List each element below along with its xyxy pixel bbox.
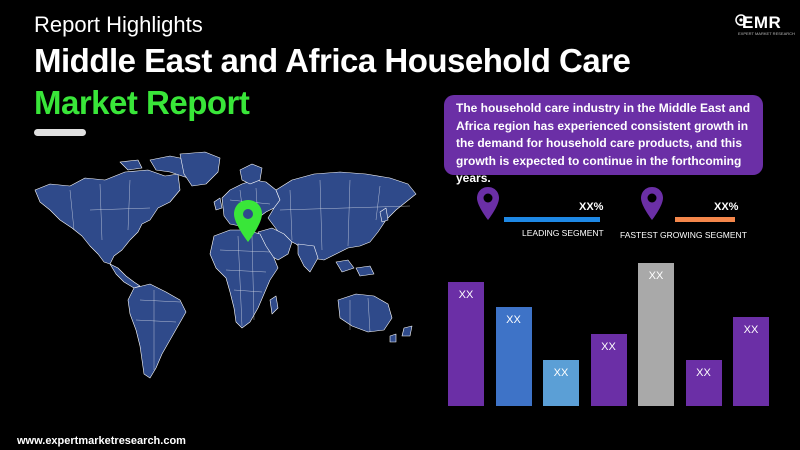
- report-title-line1: Middle East and Africa Household Care: [34, 42, 631, 79]
- logo-subtext: EXPERT MARKET RESEARCH: [738, 31, 795, 36]
- leading-segment-label: LEADING SEGMENT: [522, 228, 604, 238]
- logo-text: EMR: [742, 13, 782, 32]
- chart-bar: XX: [543, 360, 579, 406]
- chart-bar: XX: [685, 360, 722, 406]
- chart-bar-label: XX: [696, 367, 711, 379]
- report-highlights-label: Report Highlights: [34, 12, 203, 37]
- leading-segment-value: XX%: [579, 201, 604, 213]
- report-title-line2: Market Report: [34, 84, 250, 121]
- description-text: The household care industry in the Middl…: [456, 101, 751, 186]
- fastest-segment-value: XX%: [714, 201, 739, 213]
- leading-segment-bar: [504, 217, 600, 222]
- fastest-segment-bar: [675, 217, 735, 222]
- location-pin-icon: [641, 187, 663, 220]
- chart-bar-label: XX: [601, 341, 616, 353]
- description-box: The household care industry in the Middl…: [444, 95, 763, 185]
- chart-bar-label: XX: [506, 314, 521, 326]
- map-australia: [337, 293, 393, 333]
- map-north-america: [34, 169, 181, 265]
- map-greenland: [179, 151, 221, 187]
- chart-bar: XX: [495, 307, 532, 406]
- chart-bar: XX: [638, 263, 674, 406]
- chart-bar-label: XX: [648, 270, 664, 282]
- bar-chart: XX XX XX XX XX XX XX: [440, 250, 780, 410]
- chart-bar-label: XX: [458, 289, 474, 301]
- map-africa: [209, 229, 279, 329]
- logo-mark-icon: [735, 14, 747, 26]
- emr-logo: EMR EXPERT MARKET RESEARCH: [732, 10, 795, 40]
- fastest-segment-label: FASTEST GROWING SEGMENT: [620, 230, 747, 240]
- chart-bar-label: XX: [743, 324, 759, 336]
- leading-segment: XX% LEADING SEGMENT: [476, 186, 626, 242]
- fastest-growing-segment: XX% FASTEST GROWING SEGMENT: [620, 186, 790, 242]
- footer-url: www.expertmarketresearch.com: [17, 435, 186, 447]
- chart-bar-label: XX: [553, 367, 569, 379]
- chart-bar: XX: [733, 317, 769, 406]
- title-underline-bar: [34, 129, 86, 136]
- location-pin-icon: [477, 187, 499, 220]
- map-south-america: [127, 283, 187, 379]
- chart-bar: XX: [590, 334, 627, 406]
- chart-bar: XX: [448, 282, 484, 406]
- world-map: [34, 151, 417, 379]
- map-location-pin-icon: [234, 200, 262, 242]
- map-india: [297, 243, 319, 273]
